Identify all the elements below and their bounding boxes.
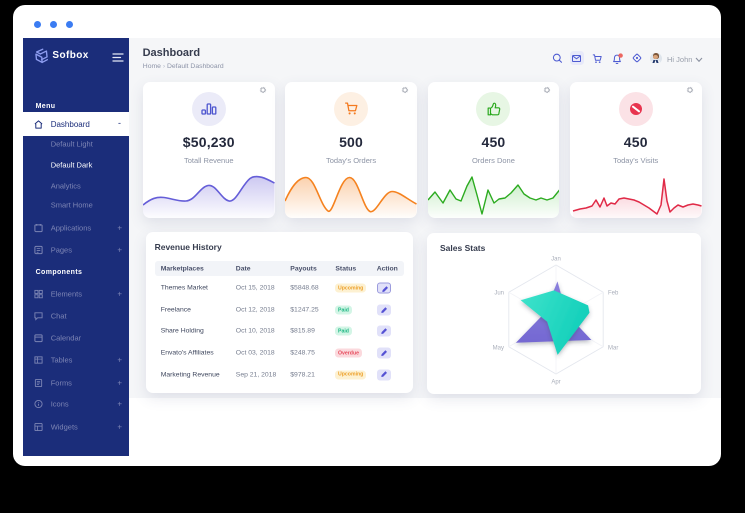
svg-text:Mar: Mar [608, 346, 618, 352]
svg-text:Apr: Apr [551, 380, 560, 386]
svg-text:Jan: Jan [551, 257, 561, 263]
svg-text:May: May [493, 346, 504, 352]
svg-text:Feb: Feb [608, 291, 619, 297]
svg-text:Jun: Jun [494, 291, 504, 297]
